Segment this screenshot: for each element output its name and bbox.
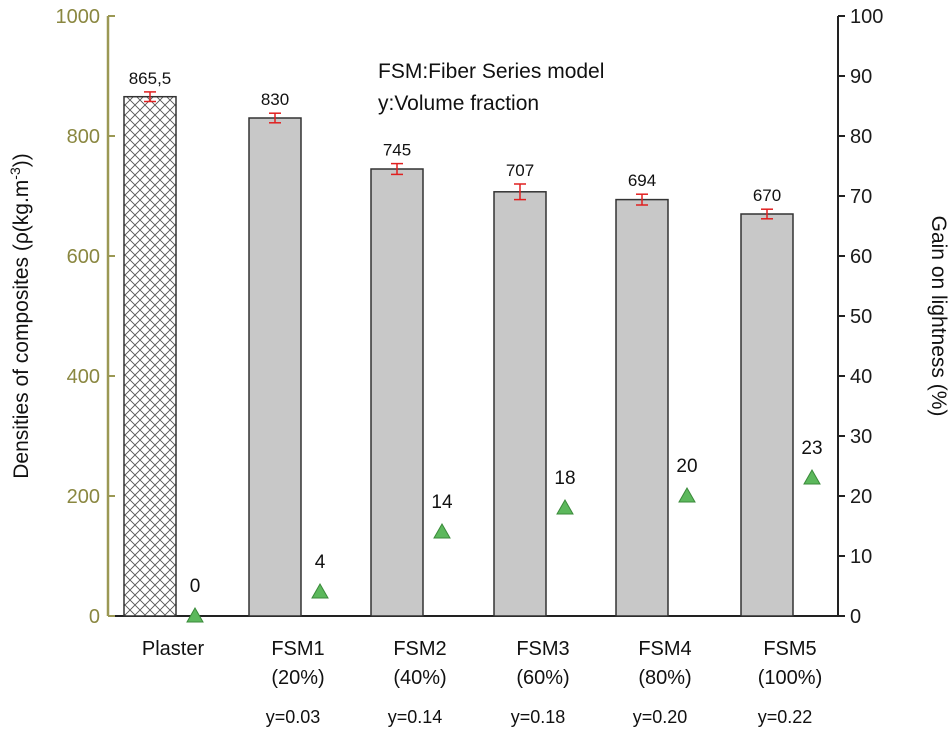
left-tick-label: 400 [67,366,100,388]
category-sublabel: (80%) [638,667,691,689]
annotation-text: FSM:Fiber Series model [378,60,604,83]
density-data-label: 745 [383,141,411,160]
category-label: FSM2 [393,638,446,660]
density-bar [740,213,794,617]
gain-data-label: 0 [190,576,201,597]
right-tick-label: 60 [850,246,872,268]
category-sublabel: (20%) [271,667,324,689]
category-sublabel: (40%) [393,667,446,689]
gain-marker [556,498,574,515]
right-tick-label: 10 [850,546,872,568]
density-bar [615,198,669,617]
volume-fraction-label: y=0.18 [511,707,566,727]
left-tick-label: 600 [67,246,100,268]
volume-fraction-label: y=0.03 [266,707,321,727]
category-label: FSM1 [271,638,324,660]
density-data-label: 707 [506,161,534,180]
density-data-label: 830 [261,90,289,109]
category-sublabel: (100%) [758,667,822,689]
density-bar [248,117,302,617]
gain-data-label: 4 [315,552,326,573]
density-bar [370,168,424,617]
volume-fraction-label: y=0.20 [633,707,688,727]
right-tick-label: 20 [850,486,872,508]
category-label: FSM4 [638,638,691,660]
gain-data-label: 18 [554,468,575,489]
right-tick-label: 70 [850,186,872,208]
right-tick-label: 0 [850,606,861,628]
volume-fraction-label: y=0.14 [388,707,443,727]
right-tick-label: 50 [850,306,872,328]
category-label: FSM5 [763,638,816,660]
gain-marker [433,522,451,539]
density-data-label: 865,5 [129,69,172,88]
gain-marker [186,606,204,623]
density-bar [493,191,547,617]
left-axis-title: Densities of composites (ρ(kg.m-3)) [7,153,33,479]
gain-data-label: 20 [676,456,697,477]
left-axis-title-superscript: -3 [7,167,23,180]
gain-data-label: 14 [431,492,453,513]
right-axis-title: Gain on lightness (%) [927,216,950,417]
right-tick-label: 80 [850,126,872,148]
left-tick-label: 800 [67,126,100,148]
volume-fraction-label: y=0.22 [758,707,813,727]
right-tick-label: 90 [850,66,872,88]
gain-marker [678,486,696,503]
right-tick-label: 40 [850,366,872,388]
left-tick-label: 1000 [56,6,101,28]
left-axis-title-part: Densities of composites (ρ(kg.m [10,180,33,479]
density-data-label: 670 [753,186,781,205]
density-bar [123,95,177,617]
right-tick-label: 100 [850,6,883,28]
category-sublabel: (60%) [516,667,569,689]
category-label: Plaster [142,638,205,660]
left-tick-label: 0 [89,606,100,628]
gain-marker [803,468,821,485]
left-tick-label: 200 [67,486,100,508]
right-tick-label: 30 [850,426,872,448]
gain-marker [311,582,329,599]
category-label: FSM3 [516,638,569,660]
annotation-text: y:Volume fraction [378,92,539,115]
density-data-label: 694 [628,171,656,190]
gain-data-label: 23 [801,438,822,459]
left-axis-title-part: )) [10,153,33,167]
